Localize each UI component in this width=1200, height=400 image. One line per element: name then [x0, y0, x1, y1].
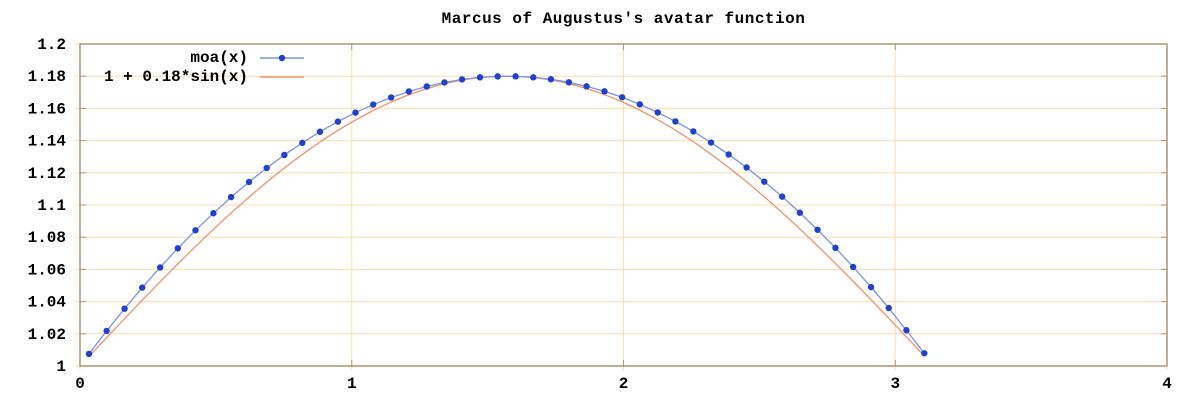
series-moa-point [743, 164, 750, 171]
series-moa-point [690, 128, 697, 135]
legend-entry-sin: 1 + 0.18*sin(x) [80, 67, 306, 86]
legend-entry-moa: moa(x) [80, 48, 306, 67]
ytick-label: 1.2 [37, 36, 66, 54]
series-moa-point [672, 118, 679, 125]
ytick-label: 1.06 [28, 261, 66, 279]
series-moa-point [867, 283, 875, 291]
series-moa-point [245, 178, 253, 186]
ytick-label: 1.12 [28, 165, 66, 183]
ytick-label: 1.02 [28, 326, 66, 344]
series-moa-point [654, 109, 661, 116]
series-moa-point [210, 210, 217, 217]
legend-label-moa: moa(x) [190, 48, 248, 67]
series-moa-point [849, 263, 857, 271]
series-moa-point [121, 305, 128, 312]
ytick-label: 1.14 [28, 133, 67, 151]
series-moa-line [88, 75, 925, 355]
series-moa-point [423, 83, 430, 90]
legend-label-sin: 1 + 0.18*sin(x) [103, 67, 248, 86]
series-moa-point [636, 101, 644, 108]
series-moa-point [103, 327, 110, 335]
xtick-label: 2 [619, 375, 629, 393]
ytick-label: 1.18 [28, 68, 66, 86]
series-moa-point [85, 350, 93, 358]
series-moa-point [476, 74, 484, 81]
xtick-label: 1 [347, 375, 357, 393]
series-moa-point [796, 209, 804, 216]
ytick-label: 1.16 [28, 100, 66, 118]
series-moa-point [156, 264, 164, 271]
series-sin-line [88, 75, 925, 357]
series-moa-point [779, 193, 786, 200]
series-moa-point [903, 327, 910, 334]
series-moa-point [832, 244, 839, 252]
xtick-label: 0 [75, 375, 85, 393]
series-moa-point [885, 304, 892, 312]
series-moa-point [174, 245, 182, 252]
series-moa-point [263, 164, 270, 172]
series-moa-point [352, 109, 359, 116]
ytick-label: 1.08 [28, 229, 66, 247]
legend-swatch-sin [260, 75, 304, 78]
series-moa-point [334, 118, 342, 125]
series-moa-point [494, 73, 501, 80]
ytick-label: 1 [56, 358, 66, 376]
series-moa-point [707, 139, 715, 146]
chart-title: Marcus of Augustus's avatar function [441, 10, 806, 28]
legend-point-sample-moa [278, 54, 286, 61]
series-moa-point [725, 151, 732, 158]
series-moa-point [530, 74, 537, 81]
ytick-label: 1.1 [37, 197, 66, 215]
legend: moa(x) 1 + 0.18*sin(x) [80, 48, 306, 86]
series-moa-point [618, 94, 626, 101]
series-moa-point [565, 79, 573, 86]
series-moa-point [227, 193, 235, 201]
series-moa-point [441, 79, 448, 86]
legend-swatch-moa [260, 54, 304, 61]
series-moa-point [512, 73, 519, 80]
series-moa-point [405, 88, 413, 95]
series-moa-point [192, 227, 199, 234]
series-moa-point [370, 101, 377, 108]
xtick-label: 4 [1162, 375, 1172, 393]
series-moa-point [139, 284, 146, 291]
series-moa-point [761, 178, 768, 185]
ytick-label: 1.04 [28, 294, 67, 312]
series-moa-point [316, 128, 324, 135]
series-moa-point [547, 76, 555, 83]
series-moa-point [814, 226, 821, 233]
xtick-label: 3 [890, 375, 900, 393]
series-moa-point [387, 94, 395, 101]
series-moa-point [921, 350, 928, 357]
series-moa-point [299, 139, 306, 147]
series-moa-point [583, 83, 590, 90]
series-moa-point [281, 151, 288, 159]
series-moa-point [601, 88, 608, 95]
series-moa-point [458, 76, 466, 83]
